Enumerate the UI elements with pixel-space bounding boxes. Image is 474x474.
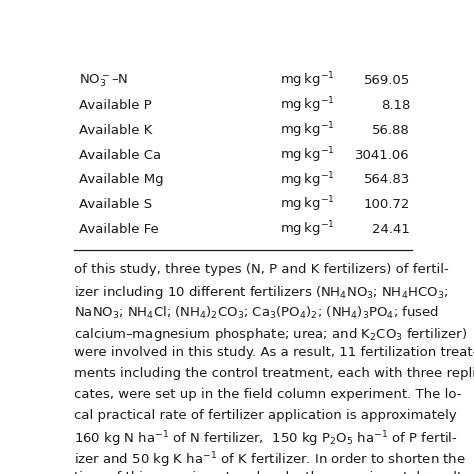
Text: cal practical rate of fertilizer application is approximately: cal practical rate of fertilizer applica… — [74, 409, 456, 422]
Text: mg kg$^{-1}$: mg kg$^{-1}$ — [280, 145, 335, 165]
Text: cates, were set up in the field column experiment. The lo-: cates, were set up in the field column e… — [74, 388, 462, 401]
Text: mg kg$^{-1}$: mg kg$^{-1}$ — [280, 220, 335, 239]
Text: 24.41: 24.41 — [372, 223, 410, 236]
Text: mg kg$^{-1}$: mg kg$^{-1}$ — [280, 195, 335, 215]
Text: mg kg$^{-1}$: mg kg$^{-1}$ — [280, 71, 335, 91]
Text: izer and 50 kg K ha$^{-1}$ of K fertilizer. In order to shorten the: izer and 50 kg K ha$^{-1}$ of K fertiliz… — [74, 450, 466, 470]
Text: 3041.06: 3041.06 — [356, 148, 410, 162]
Text: of this study, three types (N, P and K fertilizers) of fertil-: of this study, three types (N, P and K f… — [74, 263, 449, 276]
Text: $\mathrm{NO_3^-}$–N: $\mathrm{NO_3^-}$–N — [80, 73, 129, 89]
Text: mg kg$^{-1}$: mg kg$^{-1}$ — [280, 96, 335, 115]
Text: Available Mg: Available Mg — [80, 173, 164, 186]
Text: 569.05: 569.05 — [364, 74, 410, 87]
Text: 160 kg N ha$^{-1}$ of N fertilizer,  150 kg P$_2$O$_5$ ha$^{-1}$ of P fertil-: 160 kg N ha$^{-1}$ of N fertilizer, 150 … — [74, 429, 458, 449]
Text: mg kg$^{-1}$: mg kg$^{-1}$ — [280, 170, 335, 190]
Text: NaNO$_3$; NH$_4$Cl; (NH$_4$)$_2$CO$_3$; Ca$_3$(PO$_4$)$_2$; (NH$_4$)$_3$PO$_4$; : NaNO$_3$; NH$_4$Cl; (NH$_4$)$_2$CO$_3$; … — [74, 305, 439, 321]
Text: mg kg$^{-1}$: mg kg$^{-1}$ — [280, 120, 335, 140]
Text: Available K: Available K — [80, 124, 153, 137]
Text: ments including the control treatment, each with three repli-: ments including the control treatment, e… — [74, 367, 474, 380]
Text: Available Ca: Available Ca — [80, 148, 162, 162]
Text: Available P: Available P — [80, 99, 152, 112]
Text: Available Fe: Available Fe — [80, 223, 159, 236]
Text: 564.83: 564.83 — [364, 173, 410, 186]
Text: izer including 10 different fertilizers (NH$_4$NO$_3$; NH$_4$HCO$_3$;: izer including 10 different fertilizers … — [74, 284, 448, 301]
Text: time of this experiment and make the experimental results: time of this experiment and make the exp… — [74, 471, 469, 474]
Text: 56.88: 56.88 — [372, 124, 410, 137]
Text: 100.72: 100.72 — [364, 198, 410, 211]
Text: calcium–magnesium phosphate; urea; and K$_2$CO$_3$ fertilizer): calcium–magnesium phosphate; urea; and K… — [74, 326, 467, 343]
Text: were involved in this study. As a result, 11 fertilization treat-: were involved in this study. As a result… — [74, 346, 474, 359]
Text: 8.18: 8.18 — [381, 99, 410, 112]
Text: Available S: Available S — [80, 198, 153, 211]
